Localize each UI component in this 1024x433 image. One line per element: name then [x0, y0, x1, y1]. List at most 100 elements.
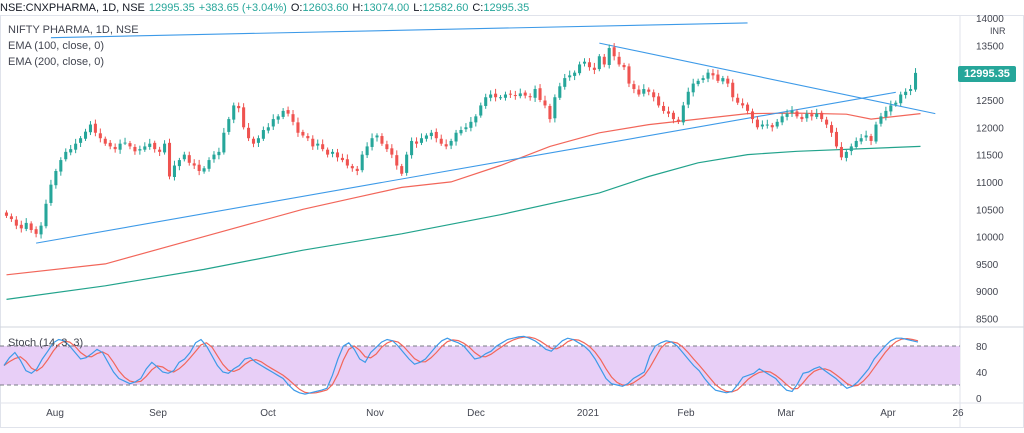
ema100-legend[interactable]: EMA (100, close, 0) [8, 40, 104, 52]
candle-body [444, 144, 448, 147]
candle-body [671, 112, 675, 120]
candle-body [538, 88, 542, 100]
candle-body [508, 93, 512, 95]
candle-body [454, 132, 458, 142]
candle-body [286, 110, 290, 114]
time-tick-label: Aug [46, 408, 64, 419]
time-tick-label: Feb [677, 408, 695, 419]
candle-body [261, 130, 265, 139]
candle-body [582, 61, 587, 64]
candle-body [889, 105, 893, 112]
price-tick-label: 10500 [976, 205, 1004, 216]
candle-body [158, 149, 162, 152]
candle-body [296, 122, 300, 133]
candle-body [642, 89, 646, 94]
candle-body [54, 171, 58, 186]
candle-body [657, 96, 661, 106]
candle-body [775, 121, 779, 127]
candle-body [242, 107, 246, 128]
candle-body [909, 89, 913, 91]
candle-body [98, 133, 102, 139]
candle-body [187, 155, 191, 163]
candle-body [632, 84, 636, 90]
candle-body [207, 160, 211, 169]
last-price-tag: 12995.35 [958, 66, 1016, 82]
candle-body [321, 144, 325, 150]
low-value: 12582.60 [422, 1, 469, 14]
candle-body [331, 151, 335, 154]
stoch-legend[interactable]: Stoch (14, 3, 3) [8, 337, 84, 349]
candle-body [578, 64, 582, 74]
candle-body [429, 132, 433, 137]
trendline-1 [50, 22, 748, 39]
candle-body [627, 66, 631, 84]
candle-body [474, 116, 478, 123]
candle-body [326, 149, 330, 155]
candle-body [365, 146, 369, 156]
ema200-legend[interactable]: EMA (200, close, 0) [8, 56, 104, 68]
candle-body [123, 142, 127, 144]
time-tick-label: Apr [880, 408, 896, 419]
candle-body [316, 143, 320, 146]
candle-body [400, 166, 404, 174]
candle-body [227, 119, 231, 132]
candle-body [484, 97, 488, 106]
candle-body [859, 138, 863, 142]
candle-body [83, 131, 88, 139]
candle-body [212, 154, 216, 160]
time-tick-label: Nov [366, 408, 384, 419]
candle-body [291, 114, 295, 122]
candle-body [849, 146, 853, 152]
candle-body [770, 125, 774, 128]
candle-body [350, 166, 354, 169]
candle-body [518, 93, 522, 97]
candle-body [79, 138, 83, 143]
candle-body [172, 165, 176, 178]
candle-body [548, 105, 552, 120]
candle-body [820, 112, 824, 120]
candle-body [864, 135, 868, 138]
candle-body [489, 94, 493, 98]
candle-body [469, 121, 473, 128]
price-tick-label: 12000 [976, 123, 1004, 134]
candle-body [607, 48, 611, 65]
candle-body [913, 72, 918, 90]
candle-body [340, 157, 344, 161]
candle-body [232, 105, 236, 120]
candle-body [177, 160, 181, 167]
candle-body [113, 146, 117, 150]
candle-body [513, 95, 517, 97]
candle-body [449, 140, 453, 146]
candle-body [854, 140, 858, 147]
candle-body [676, 119, 680, 122]
candle-body [39, 225, 43, 235]
candle-body [24, 222, 28, 229]
candle-body [370, 138, 374, 147]
candle-body [617, 56, 621, 65]
stoch-tick-label: 80 [976, 342, 988, 353]
candle-body [380, 136, 384, 144]
candle-body [103, 138, 107, 144]
candle-body [825, 119, 829, 125]
price-tick-label: 8500 [976, 315, 999, 326]
time-tick-label: Dec [467, 408, 485, 419]
candle-body [4, 212, 9, 216]
candle-body [108, 142, 112, 147]
candle-body [247, 127, 251, 139]
candle-body [869, 136, 873, 141]
candle-body [805, 113, 809, 119]
candle-body [686, 91, 690, 105]
candle-body [904, 91, 908, 96]
candle-body [301, 131, 305, 136]
candle-body [14, 219, 18, 226]
symbol-label: NSE:CNXPHARMA, 1D, NSE [0, 1, 145, 14]
candle-body [810, 114, 814, 117]
candle-body [133, 146, 137, 152]
candle-body [741, 103, 745, 106]
candle-body [153, 142, 157, 150]
stoch-tick-label: 40 [976, 368, 988, 379]
candle-body [390, 148, 394, 155]
price-tick-label: 11000 [976, 178, 1004, 189]
candle-body [64, 151, 68, 160]
